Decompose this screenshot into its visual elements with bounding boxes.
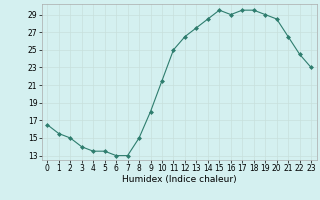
- X-axis label: Humidex (Indice chaleur): Humidex (Indice chaleur): [122, 175, 236, 184]
